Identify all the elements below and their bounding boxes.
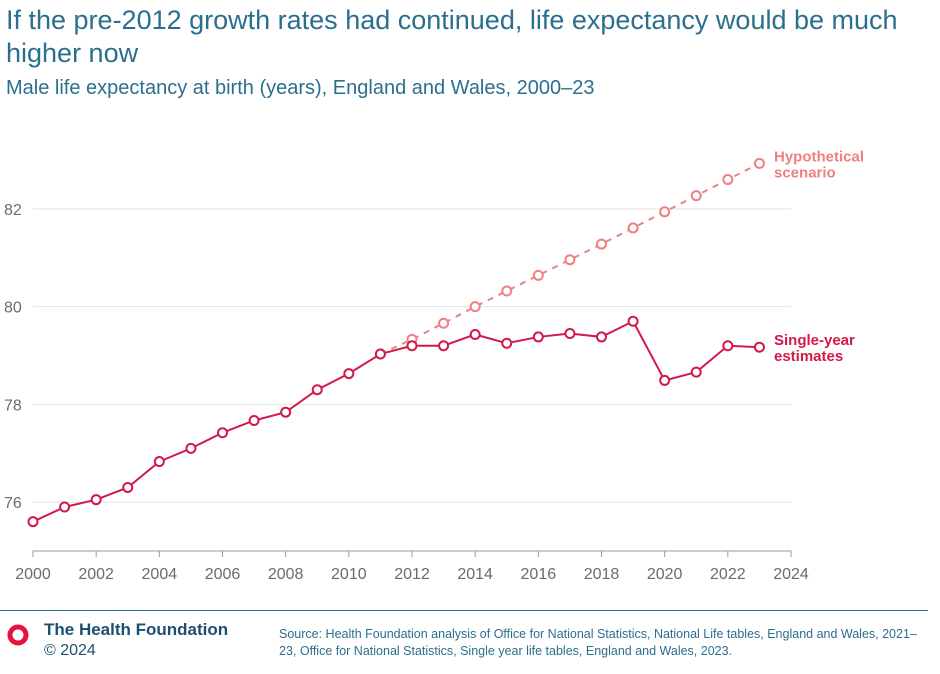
data-point-hypothetical-scenario — [627, 222, 639, 234]
data-point-single-year-estimates — [374, 348, 386, 360]
y-tick-label: 76 — [4, 495, 22, 512]
data-point-single-year-estimates — [753, 341, 765, 353]
x-tick-label: 2004 — [142, 566, 178, 583]
data-point-single-year-estimates — [690, 366, 702, 378]
data-point-single-year-estimates — [564, 328, 576, 340]
chart-subtitle: Male life expectancy at birth (years), E… — [6, 77, 595, 99]
y-tick-label: 80 — [4, 300, 22, 317]
x-tick-label: 2020 — [647, 566, 683, 583]
series-label-line: Single-year — [774, 332, 855, 349]
y-tick-label: 82 — [4, 202, 22, 219]
data-point-single-year-estimates — [438, 340, 450, 352]
data-point-single-year-estimates — [722, 340, 734, 352]
x-tick-label: 2000 — [15, 566, 51, 583]
x-tick-label: 2014 — [457, 566, 493, 583]
data-point-hypothetical-scenario — [532, 269, 544, 281]
x-tick-label: 2018 — [584, 566, 620, 583]
data-point-single-year-estimates — [59, 501, 71, 513]
data-point-hypothetical-scenario — [501, 285, 513, 297]
organisation-name: The Health Foundation — [44, 620, 229, 639]
series-label-hypothetical-scenario: Hypothetical scenario — [774, 148, 864, 181]
copyright-notice: © 2024 — [44, 642, 96, 659]
data-point-single-year-estimates — [122, 481, 134, 493]
data-point-hypothetical-scenario — [469, 301, 481, 313]
data-point-single-year-estimates — [406, 340, 418, 352]
y-tick-label: 78 — [4, 397, 22, 414]
data-point-single-year-estimates — [469, 328, 481, 340]
series-label-line: Hypothetical — [774, 148, 864, 165]
data-point-single-year-estimates — [153, 456, 165, 468]
x-tick-label: 2022 — [710, 566, 746, 583]
data-point-single-year-estimates — [280, 406, 292, 418]
data-point-hypothetical-scenario — [722, 174, 734, 186]
data-point-single-year-estimates — [217, 427, 228, 439]
series-label-line: estimates — [774, 348, 843, 365]
data-point-single-year-estimates — [90, 494, 102, 506]
source-note: Source: Health Foundation analysis of Of… — [279, 627, 917, 658]
health-foundation-logo-icon — [7, 624, 29, 646]
data-point-single-year-estimates — [501, 337, 513, 349]
footer-divider — [0, 610, 928, 611]
data-point-hypothetical-scenario — [659, 206, 671, 218]
data-point-single-year-estimates — [627, 315, 639, 327]
data-point-hypothetical-scenario — [564, 254, 576, 266]
x-tick-label: 2016 — [521, 566, 557, 583]
x-tick-label: 2006 — [205, 566, 241, 583]
data-point-hypothetical-scenario — [690, 190, 702, 202]
series-label-single-year-estimates: Single-year estimates — [774, 332, 855, 365]
chart-title: If the pre-2012 growth rates had continu… — [6, 5, 898, 68]
x-tick-label: 2010 — [331, 566, 367, 583]
x-tick-label: 2024 — [773, 566, 809, 583]
data-point-single-year-estimates — [596, 331, 607, 343]
x-tick-label: 2008 — [268, 566, 304, 583]
series-line-single-year-estimates — [32, 319, 760, 523]
data-point-single-year-estimates — [532, 331, 544, 343]
data-point-single-year-estimates — [311, 384, 323, 396]
data-point-single-year-estimates — [659, 374, 671, 386]
x-tick-label: 2012 — [394, 566, 430, 583]
data-point-single-year-estimates — [27, 516, 39, 528]
x-tick-label: 2002 — [78, 566, 114, 583]
data-point-single-year-estimates — [185, 442, 197, 454]
line-chart: 76 78 80 82 2000 2002 2004 2006 2008 2010 2012 2014… — [4, 148, 864, 583]
series-label-line: scenario — [774, 164, 836, 181]
data-point-single-year-estimates — [248, 415, 260, 427]
data-point-hypothetical-scenario — [596, 238, 607, 250]
data-point-single-year-estimates — [343, 368, 355, 380]
data-point-hypothetical-scenario — [438, 317, 450, 329]
data-point-hypothetical-scenario — [753, 157, 765, 169]
